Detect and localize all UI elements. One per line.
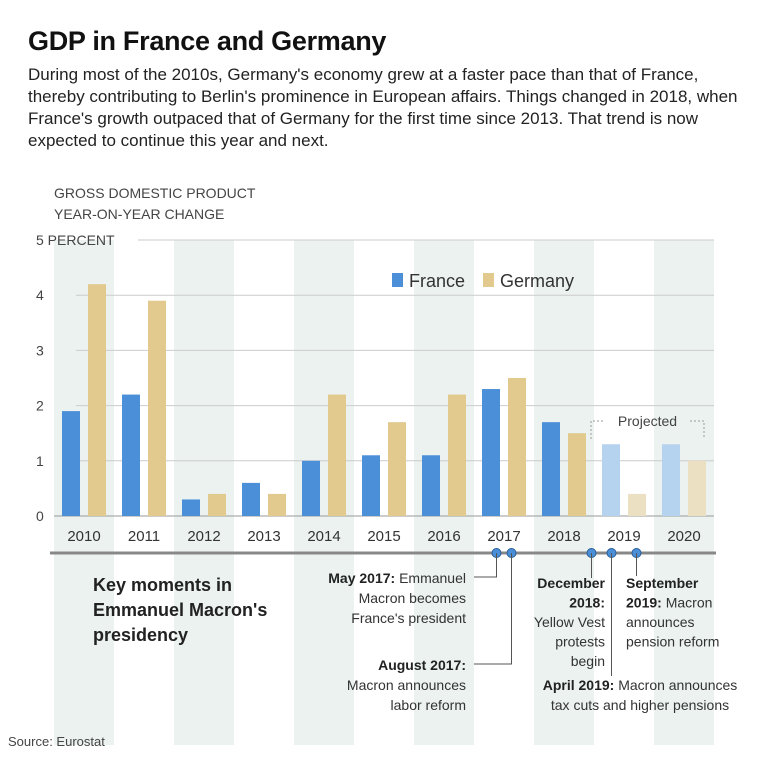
germany-bar-2012 bbox=[208, 493, 226, 516]
event-august-2017-line: Macron announces bbox=[347, 677, 466, 693]
x-tick-labels: 2010 2011 2012 2013 2014 2015 2016 2017 2018 2019… bbox=[67, 528, 700, 545]
chart-title: GDP in France and Germany bbox=[28, 26, 387, 56]
event-august-2017-line: August 2017: bbox=[378, 657, 466, 673]
event-august-2017-line: labor reform bbox=[391, 697, 466, 713]
x-tick-label: 2020 bbox=[667, 528, 700, 545]
x-tick-label: 2011 bbox=[128, 528, 160, 545]
x-tick-label: 2012 bbox=[187, 528, 220, 545]
timeline-heading: Key moments in Emmanuel Macron's presidenc… bbox=[93, 575, 267, 645]
x-tick-label: 2010 bbox=[67, 528, 100, 545]
france-bar-2010 bbox=[62, 411, 80, 516]
y-tick-labels: 0 1 2 3 4 5 PERCENT bbox=[36, 232, 115, 524]
france-bar-2013 bbox=[242, 482, 260, 516]
germany-bar-2017 bbox=[508, 378, 526, 516]
germany-bar-2020 bbox=[688, 460, 706, 516]
timeline bbox=[50, 548, 716, 558]
source-note: Source: Eurostat bbox=[8, 734, 105, 749]
event-september-2019-line: pension reform bbox=[626, 634, 719, 650]
y-axis-label-line1: GROSS DOMESTIC PRODUCT bbox=[54, 185, 256, 201]
germany-bar-2019 bbox=[628, 493, 646, 516]
germany-bar-2016 bbox=[448, 394, 466, 516]
event-connector bbox=[474, 553, 512, 665]
germany-bar-2011 bbox=[148, 300, 166, 516]
event-may-2017-line: May 2017: Emmanuel bbox=[328, 570, 466, 586]
projected-bracket-line bbox=[590, 420, 705, 439]
timeline-heading-line: Key moments in bbox=[93, 575, 232, 595]
x-tick-label: 2019 bbox=[607, 528, 640, 545]
france-bar-2019 bbox=[602, 444, 620, 516]
timeline-events: May 2017: Emmanuel Macron becomes France's… bbox=[328, 553, 737, 713]
y-tick-label: 0 bbox=[36, 508, 44, 524]
x-tick-label: 2014 bbox=[307, 528, 340, 545]
event-may-2017-line: France's president bbox=[351, 610, 466, 626]
france-bar-2012 bbox=[182, 499, 200, 516]
projected-bracket: Projected bbox=[590, 413, 705, 439]
event-september-2019-line: September bbox=[626, 575, 699, 591]
legend-swatch-france bbox=[392, 273, 403, 287]
event-december-2018-line: begin bbox=[571, 653, 605, 669]
france-bar-2017 bbox=[482, 389, 500, 516]
timeline-heading-line: Emmanuel Macron's bbox=[93, 600, 267, 620]
germany-bar-2014 bbox=[328, 394, 346, 516]
bars bbox=[62, 284, 706, 516]
event-april-2019-line: tax cuts and higher pensions bbox=[551, 697, 729, 713]
y-tick-label: 1 bbox=[36, 453, 44, 469]
x-tick-label: 2018 bbox=[547, 528, 580, 545]
event-december-2018-line: 2018: bbox=[569, 595, 605, 611]
event-connector bbox=[474, 553, 497, 578]
france-bar-2016 bbox=[422, 455, 440, 516]
france-bar-2015 bbox=[362, 455, 380, 516]
event-april-2019-line: April 2019: Macron announces bbox=[543, 677, 738, 693]
timeline-heading-line: presidency bbox=[93, 625, 188, 645]
france-bar-2018 bbox=[542, 422, 560, 516]
year-band bbox=[174, 240, 234, 745]
chart-subtitle: During most of the 2010s, Germany's econ… bbox=[28, 65, 738, 150]
germany-bar-2018 bbox=[568, 433, 586, 516]
germany-bar-2015 bbox=[388, 422, 406, 516]
legend: France Germany bbox=[392, 271, 574, 291]
france-bar-2011 bbox=[122, 394, 140, 516]
germany-bar-2013 bbox=[268, 493, 286, 516]
y-tick-label: 4 bbox=[36, 287, 44, 303]
france-bar-2020 bbox=[662, 444, 680, 516]
legend-label-france: France bbox=[409, 271, 465, 291]
y-tick-label: 2 bbox=[36, 398, 44, 414]
projected-label: Projected bbox=[618, 413, 677, 429]
event-september-2019-line: 2019: Macron bbox=[626, 595, 712, 611]
event-december-2018-line: protests bbox=[555, 634, 605, 650]
x-tick-label: 2013 bbox=[247, 528, 280, 545]
event-december-2018-line: December bbox=[537, 575, 605, 591]
x-tick-label: 2016 bbox=[427, 528, 460, 545]
y-axis-label-line2: YEAR-ON-YEAR CHANGE bbox=[54, 206, 224, 222]
y-tick-label: 5 PERCENT bbox=[36, 232, 115, 248]
france-bar-2014 bbox=[302, 460, 320, 516]
event-september-2019-line: announces bbox=[626, 614, 695, 630]
germany-bar-2010 bbox=[88, 284, 106, 516]
legend-swatch-germany bbox=[483, 273, 494, 287]
event-may-2017-line: Macron becomes bbox=[359, 590, 466, 606]
event-december-2018-line: Yellow Vest bbox=[534, 614, 605, 630]
x-tick-label: 2017 bbox=[487, 528, 520, 545]
x-tick-label: 2015 bbox=[367, 528, 400, 545]
legend-label-germany: Germany bbox=[500, 271, 574, 291]
y-tick-label: 3 bbox=[36, 342, 44, 358]
